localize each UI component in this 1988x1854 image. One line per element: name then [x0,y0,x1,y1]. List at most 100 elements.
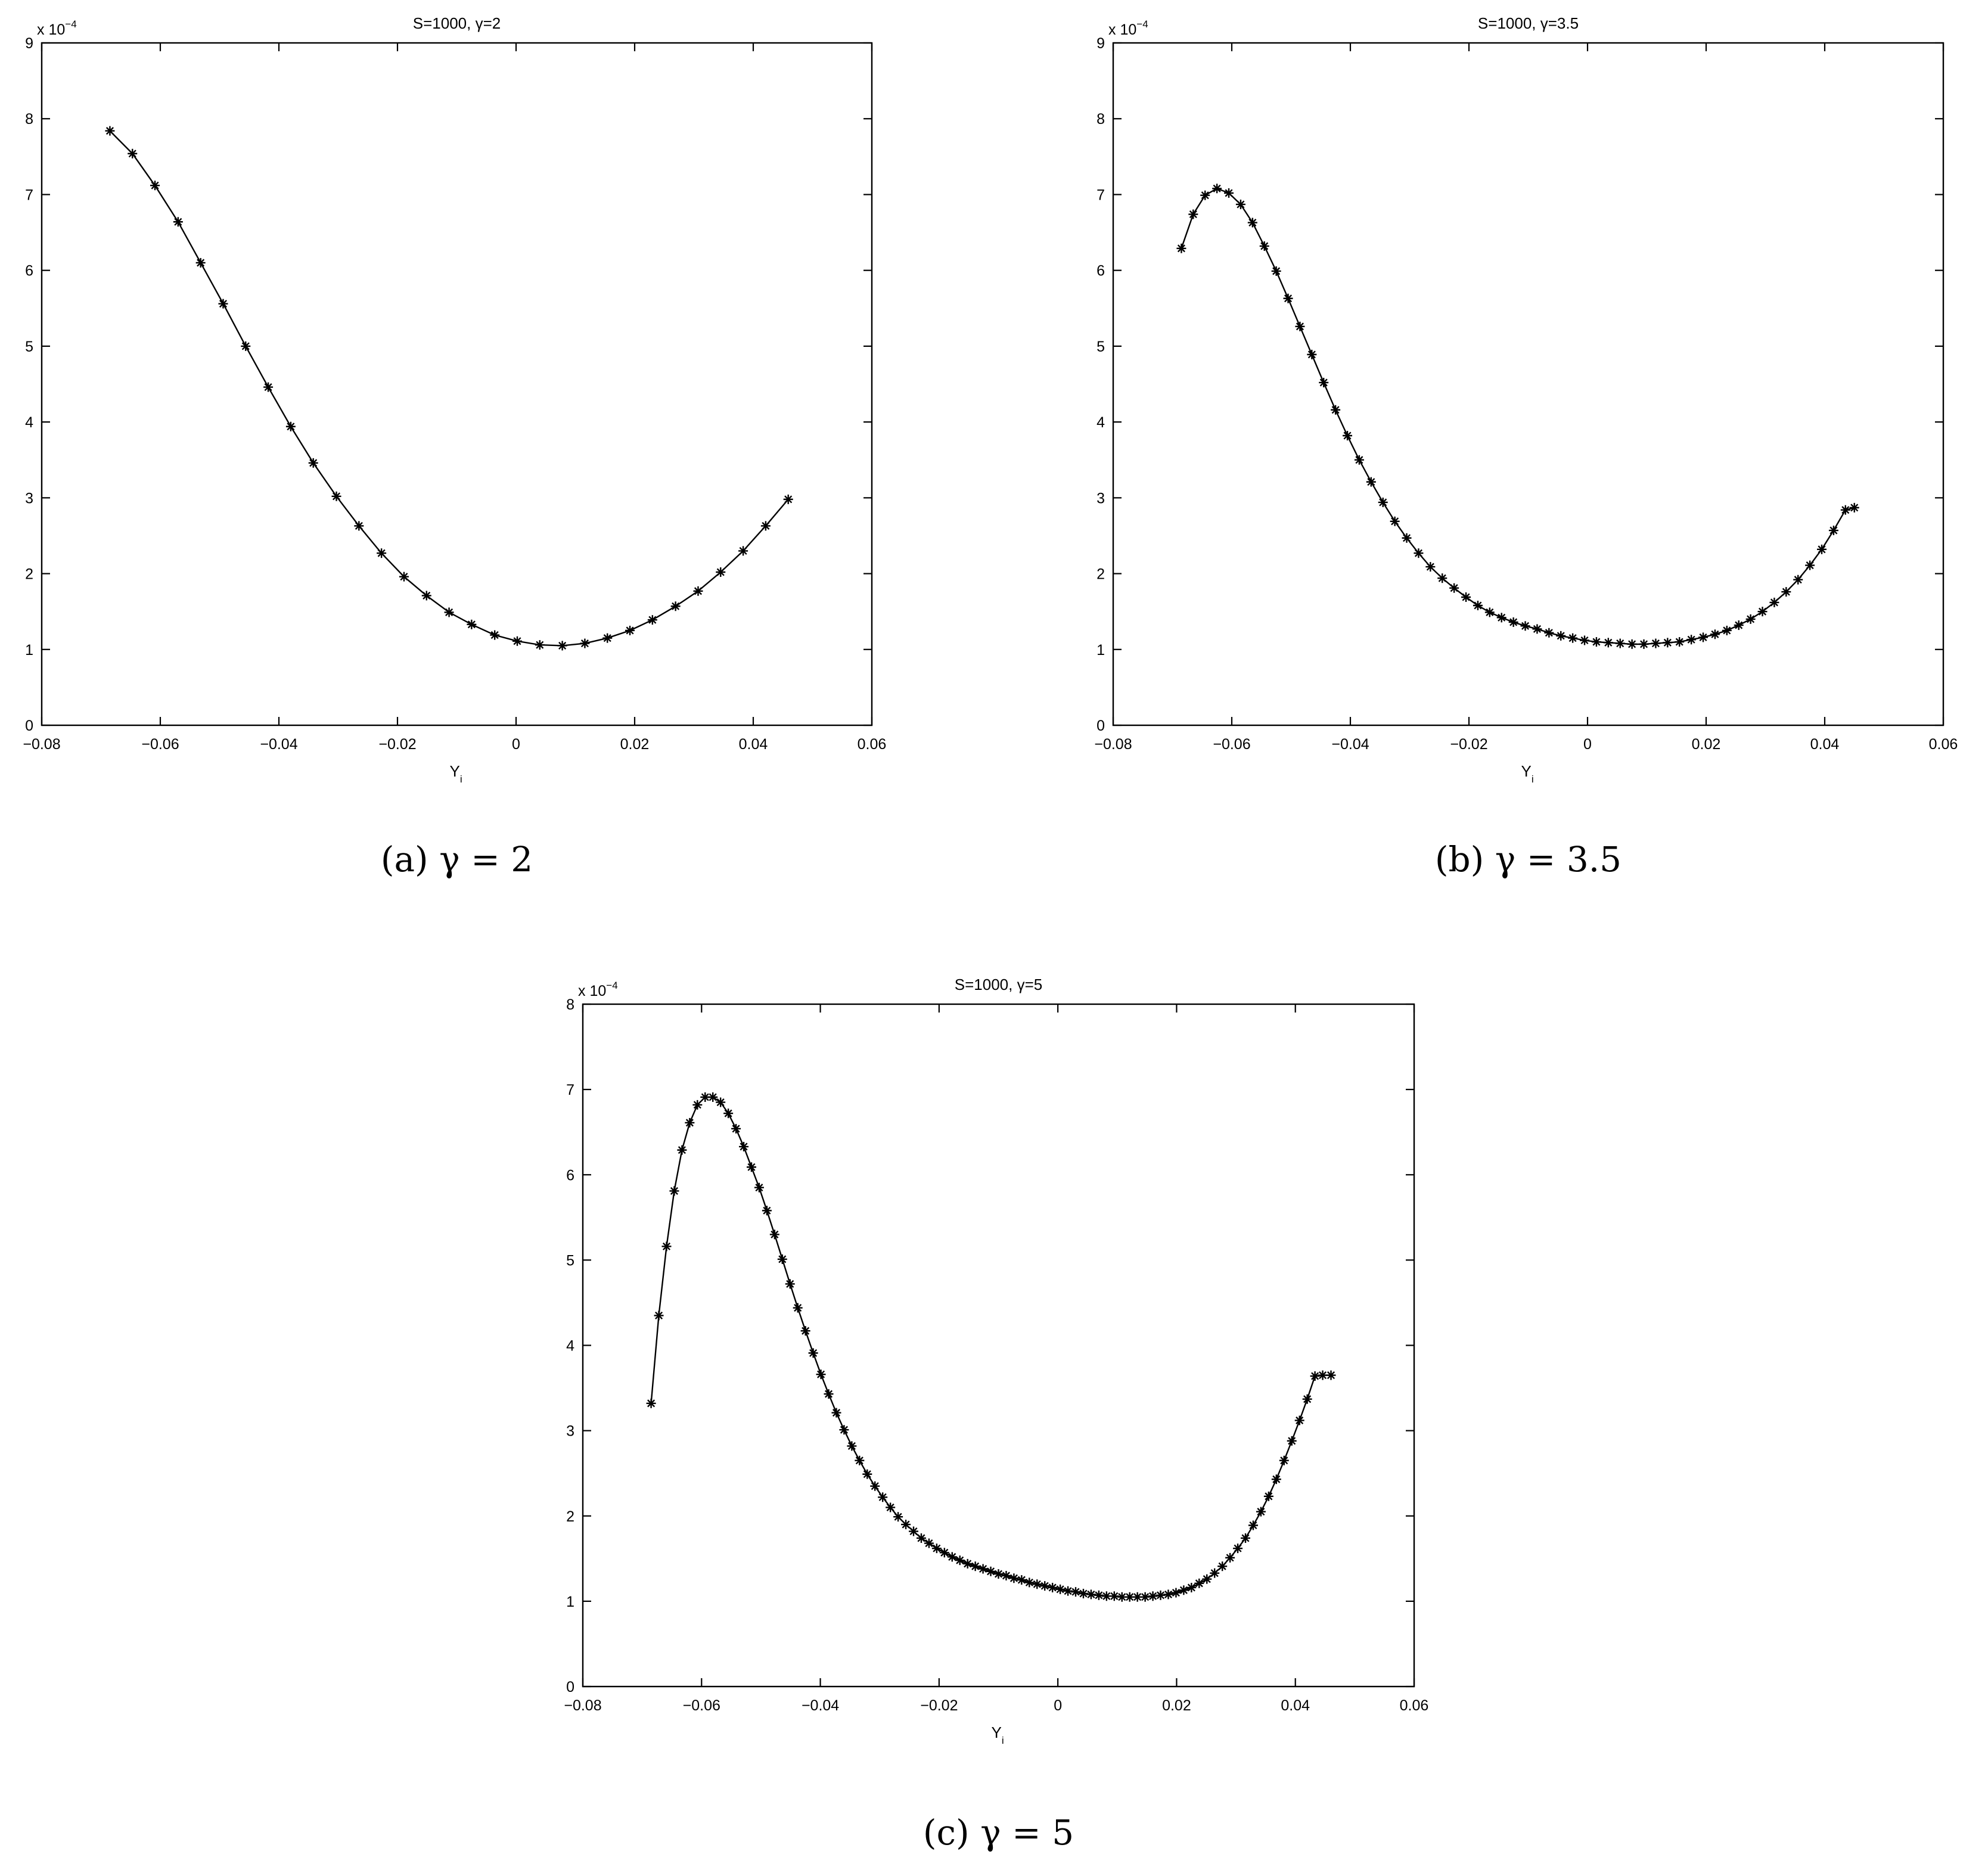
data-point [1109,1591,1119,1601]
y-tick-label: 1 [566,1594,574,1610]
data-point [1378,497,1388,507]
x-tick-label: −0.08 [564,1697,601,1714]
y-tick-label: 1 [25,642,33,659]
data-point [723,1108,734,1119]
data-point [1675,637,1685,647]
y-tick-label: 1 [1096,642,1105,659]
data-point [1287,1436,1297,1446]
plot-frame [1112,42,1944,726]
y-tick-label: 2 [566,1508,574,1525]
data-point [1544,628,1554,638]
data-point [1001,1570,1011,1580]
y-exponent-label: x 10−4 [37,18,77,38]
data-point [1179,1585,1189,1595]
data-point [1686,635,1697,645]
data-point [1009,1573,1019,1583]
data-point [800,1326,810,1336]
x-tick-label: −0.06 [141,736,179,753]
data-point [1449,583,1459,593]
data-point [654,1310,664,1321]
x-tick-label: −0.06 [683,1697,720,1714]
data-point [1024,1577,1035,1588]
data-point [1627,639,1637,649]
data-point [602,633,613,643]
data-point [1094,1590,1104,1600]
data-point [421,591,431,601]
data-point [1032,1579,1042,1589]
data-point [1484,607,1495,617]
data-point [1354,455,1364,465]
data-point [1663,638,1673,648]
data-point [739,1142,749,1152]
x-tick-label: 0.06 [1929,736,1958,753]
data-point [878,1492,888,1502]
data-point [490,630,500,640]
data-point [738,546,748,556]
chart-panel-a: −0.08 −0.06 −0.04 −0.02 0 0.02 0.04 0.06 0 1 2 3 4 5 6… [0,0,994,927]
data-point [1210,1568,1220,1578]
x-axis-label-sub: i [1002,1735,1004,1746]
data-point [831,1408,841,1418]
data-point [754,1182,764,1192]
y-tick-label: 2 [25,566,33,583]
y-tick-label: 4 [1096,414,1105,431]
x-tick-label: −0.08 [1094,736,1132,753]
data-point [669,1186,679,1196]
data-point [1343,431,1353,441]
x-tick-label: 0.04 [1281,1697,1310,1714]
data-point [978,1564,988,1574]
data-point [647,615,657,625]
data-point [1283,293,1293,303]
data-point [1271,266,1281,276]
data-point [1155,1590,1166,1600]
data-point [1520,621,1530,631]
data-point [173,217,183,227]
data-point [1840,505,1850,515]
data-point [1425,562,1436,572]
x-tick-label: 0.02 [1692,736,1721,753]
data-point [955,1555,965,1566]
data-point [1247,218,1257,228]
chart-title: S=1000, γ=3.5 [1478,14,1579,32]
plot-frame [582,1003,1415,1688]
data-point [263,382,274,392]
data-point [693,586,703,596]
y-tick-label: 4 [25,414,33,431]
y-tick-label: 0 [1096,718,1105,734]
data-point [708,1092,718,1103]
data-point [1580,635,1590,645]
chart-a-svg: −0.08 −0.06 −0.04 −0.02 0 0.02 0.04 0.06 0 1 2 3 4 5 6… [23,14,886,880]
x-tick-label: 0 [1583,736,1592,753]
x-axis-label-sub: i [1532,774,1534,785]
data-point [1817,544,1827,554]
data-point [1248,1520,1258,1530]
data-point [731,1123,741,1133]
chart-title: S=1000, γ=5 [955,976,1042,993]
data-point [685,1117,695,1128]
data-point [1212,184,1222,194]
y-exponent-power: −4 [1136,18,1148,30]
data-point [661,1241,672,1251]
data-point [1176,243,1186,253]
x-tick-label: 0.02 [1162,1697,1191,1714]
data-point [886,1502,896,1513]
data-point [1225,1552,1235,1563]
plot-frame [41,42,873,726]
y-tick-label: 5 [566,1252,574,1269]
data-point [1651,638,1661,648]
data-point [1148,1591,1158,1601]
y-exponent-base: x 10 [1108,21,1136,38]
data-point [1048,1582,1058,1592]
data-point [939,1548,949,1558]
data-point [1639,639,1649,649]
data-point [816,1369,826,1380]
data-point [1263,1491,1273,1501]
x-tick-label: −0.04 [260,736,297,753]
y-tick-label: 5 [1096,338,1105,355]
data-point [195,257,206,268]
data-point [785,1279,795,1289]
data-point [870,1481,880,1491]
data-point [399,572,409,582]
data-point [1473,600,1483,610]
data-point [150,181,160,191]
